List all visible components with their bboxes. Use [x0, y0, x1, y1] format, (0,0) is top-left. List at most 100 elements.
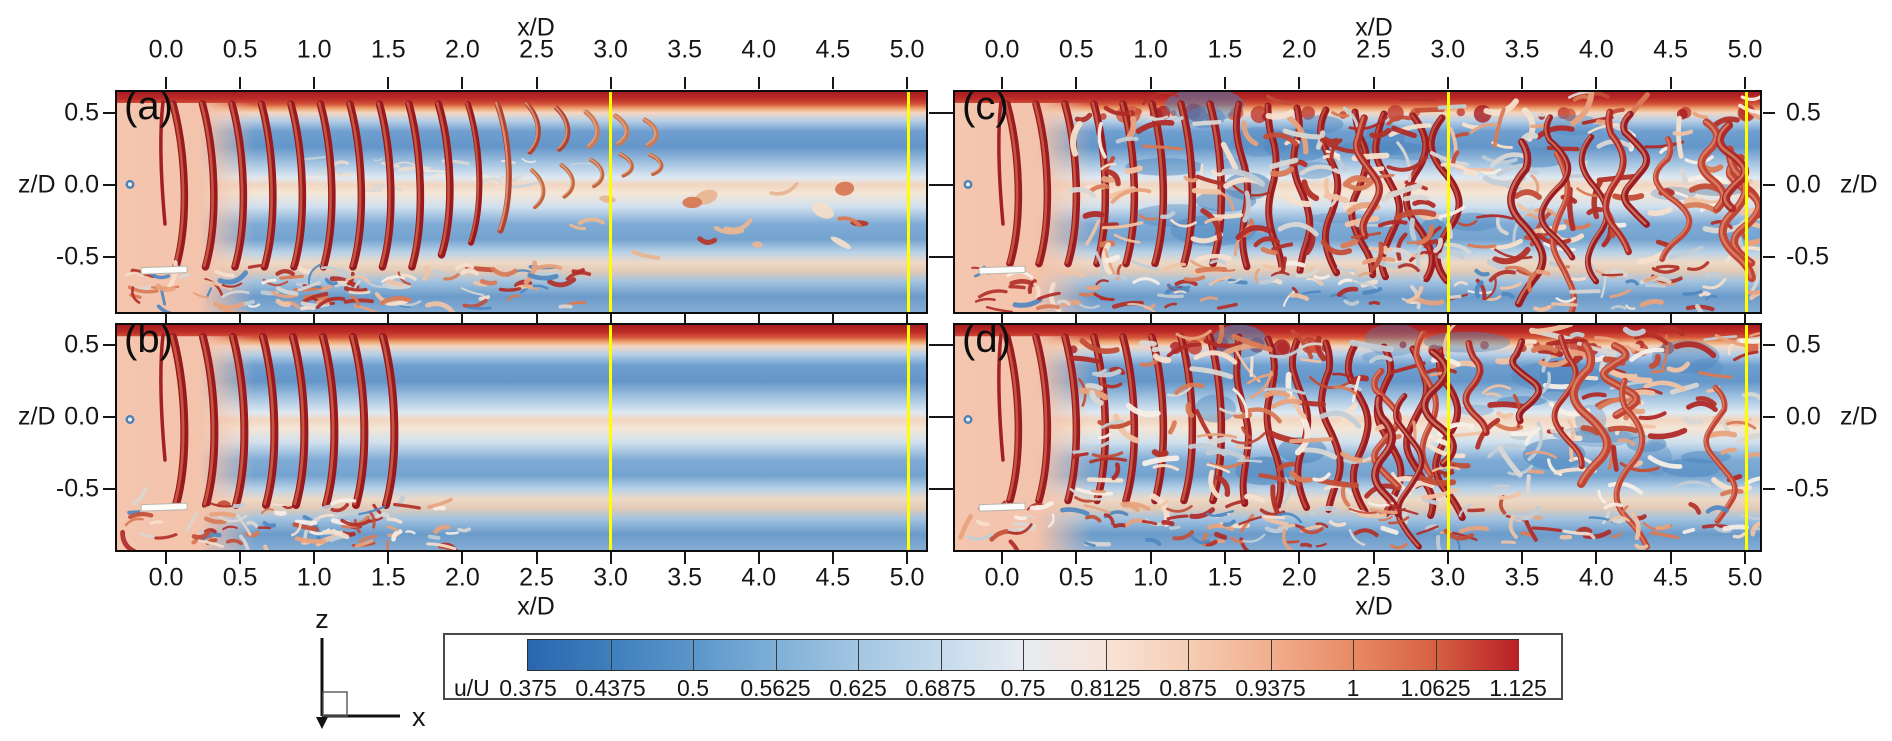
x-tick-mark — [1001, 314, 1003, 323]
x-tick-label-bottom: 2.5 — [1356, 563, 1391, 592]
x-tick-mark — [239, 552, 242, 564]
x-axis-title-top-left: x/D — [517, 13, 555, 42]
x-axis-title-bottom-right: x/D — [1355, 592, 1393, 621]
x-tick-mark — [165, 77, 167, 89]
z-tick-mark — [929, 344, 941, 346]
z-tick-label-left: -0.5 — [55, 474, 99, 503]
x-tick-label-bottom: 1.5 — [370, 563, 406, 592]
x-tick-label-bottom: 4.0 — [1579, 563, 1614, 592]
x-tick-mark — [1744, 314, 1746, 323]
x-tick-mark — [1595, 77, 1598, 89]
x-tick-label-bottom: 2.0 — [445, 563, 480, 592]
x-tick-label-bottom: 0.5 — [222, 563, 258, 592]
panel-a-label: (a) — [124, 90, 173, 128]
colorbar-cell — [940, 640, 1024, 670]
x-tick-mark — [1372, 552, 1375, 564]
x-tick-label-top: 4.5 — [815, 35, 851, 64]
z-tick-mark — [941, 256, 953, 258]
panel-c-label: (c) — [962, 90, 1009, 128]
x-tick-mark — [831, 77, 834, 89]
x-tick-mark — [1669, 314, 1672, 323]
x-tick-label-bottom: 3.5 — [1504, 563, 1540, 592]
x-tick-label-bottom: 0.0 — [984, 563, 1020, 592]
panel-a: (a) — [115, 90, 928, 314]
colorbar-cell — [1188, 640, 1272, 670]
x-tick-label-top: 3.5 — [667, 35, 703, 64]
reference-line-xD-5.0 — [907, 92, 910, 312]
z-axis-title-left-top: z/D — [18, 170, 56, 199]
x-tick-mark — [535, 314, 538, 323]
x-tick-mark — [1223, 77, 1226, 89]
x-tick-mark — [683, 552, 686, 564]
colorbar-tick-label: 1.125 — [1489, 675, 1547, 701]
colorbar-tick-label: 0.5 — [677, 675, 709, 701]
x-tick-mark — [1075, 77, 1078, 89]
z-tick-mark — [941, 488, 953, 490]
x-tick-label-top: 0.5 — [222, 35, 258, 64]
x-tick-mark — [1298, 77, 1301, 89]
x-tick-mark — [1001, 77, 1003, 89]
z-axis-label: z — [315, 604, 329, 634]
panel-d-label: (d) — [962, 323, 1011, 361]
axis-arrowhead-icon — [316, 717, 328, 729]
x-tick-mark — [1372, 77, 1375, 89]
z-tick-mark — [103, 256, 115, 258]
x-tick-mark — [461, 77, 464, 89]
x-tick-label-bottom: 0.0 — [148, 563, 184, 592]
x-tick-label-top: 2.0 — [445, 35, 480, 64]
x-tick-label-top: 5.0 — [889, 35, 925, 64]
x-tick-mark — [313, 77, 316, 89]
z-tick-mark — [941, 416, 953, 418]
panel-b-label: (b) — [124, 323, 173, 361]
x-tick-label-bottom: 2.5 — [519, 563, 554, 592]
x-tick-label-top: 1.0 — [296, 35, 332, 64]
colorbar-tick-label: 0.6875 — [905, 675, 976, 701]
colorbar-tick-label: 1.0625 — [1400, 675, 1471, 701]
x-tick-label-top: 1.5 — [1207, 35, 1243, 64]
colorbar-tick-label: 0.75 — [1000, 675, 1046, 701]
z-tick-mark — [929, 488, 941, 490]
x-tick-mark — [609, 77, 612, 89]
x-tick-mark — [757, 552, 760, 564]
x-tick-mark — [1149, 314, 1152, 323]
reference-line-xD-3.0 — [1447, 92, 1450, 312]
x-tick-label-top: 4.5 — [1653, 35, 1689, 64]
flow-visualization — [955, 325, 1760, 550]
z-tick-label-left: 0.5 — [64, 330, 99, 359]
reference-line-xD-5.0 — [907, 325, 910, 550]
x-axis-label: x — [412, 702, 426, 732]
right-angle-marker — [322, 691, 348, 717]
colorbar-tick-label: 0.375 — [499, 675, 557, 701]
x-tick-mark — [239, 77, 242, 89]
z-axis-title-left-bottom: z/D — [18, 402, 56, 431]
x-tick-label-top: 1.5 — [370, 35, 406, 64]
x-tick-mark — [1149, 77, 1152, 89]
z-tick-label-right: 0.5 — [1786, 98, 1821, 127]
z-tick-label-right: 0.0 — [1786, 170, 1821, 199]
x-tick-mark — [1298, 314, 1301, 323]
x-tick-label-top: 5.0 — [1727, 35, 1763, 64]
z-tick-mark — [929, 184, 941, 186]
x-tick-label-bottom: 4.0 — [741, 563, 777, 592]
x-tick-label-bottom: 5.0 — [1727, 563, 1763, 592]
reference-line-xD-3.0 — [1447, 325, 1450, 550]
x-tick-mark — [1446, 552, 1449, 564]
z-tick-mark — [103, 184, 115, 186]
colorbar-cell — [775, 640, 859, 670]
z-tick-label-right: 0.0 — [1786, 402, 1821, 431]
x-tick-label-top: 0.0 — [984, 35, 1020, 64]
z-tick-label-left: 0.0 — [64, 402, 99, 431]
x-tick-label-top: 4.0 — [1579, 35, 1614, 64]
panel-d: (d) — [953, 323, 1762, 552]
colorbar: u/U 0.375 0.4375 0.5 0.5625 0.625 0.6875 0.75 0… — [443, 633, 1563, 701]
x-tick-label-bottom: 4.5 — [1653, 563, 1689, 592]
x-tick-mark — [1595, 314, 1598, 323]
z-tick-mark — [103, 488, 115, 490]
z-tick-label-left: 0.0 — [64, 170, 99, 199]
x-tick-mark — [1223, 552, 1226, 564]
x-tick-mark — [906, 77, 908, 89]
colorbar-cell — [1270, 640, 1354, 670]
reference-line-xD-3.0 — [609, 325, 612, 550]
colorbar-cell — [528, 640, 611, 670]
